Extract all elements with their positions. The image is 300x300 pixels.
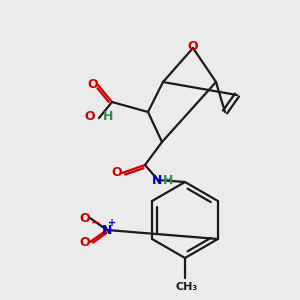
Text: CH₃: CH₃ xyxy=(176,282,198,292)
Text: H: H xyxy=(103,110,113,124)
Text: H: H xyxy=(163,173,173,187)
Text: +: + xyxy=(108,218,116,228)
Text: O: O xyxy=(188,40,198,53)
Text: O: O xyxy=(84,110,95,124)
Text: O: O xyxy=(88,79,98,92)
Text: O: O xyxy=(80,212,90,224)
Text: −: − xyxy=(91,218,101,228)
Text: N: N xyxy=(102,224,112,236)
Text: O: O xyxy=(80,236,90,248)
Text: O: O xyxy=(112,167,122,179)
Text: N: N xyxy=(152,173,162,187)
